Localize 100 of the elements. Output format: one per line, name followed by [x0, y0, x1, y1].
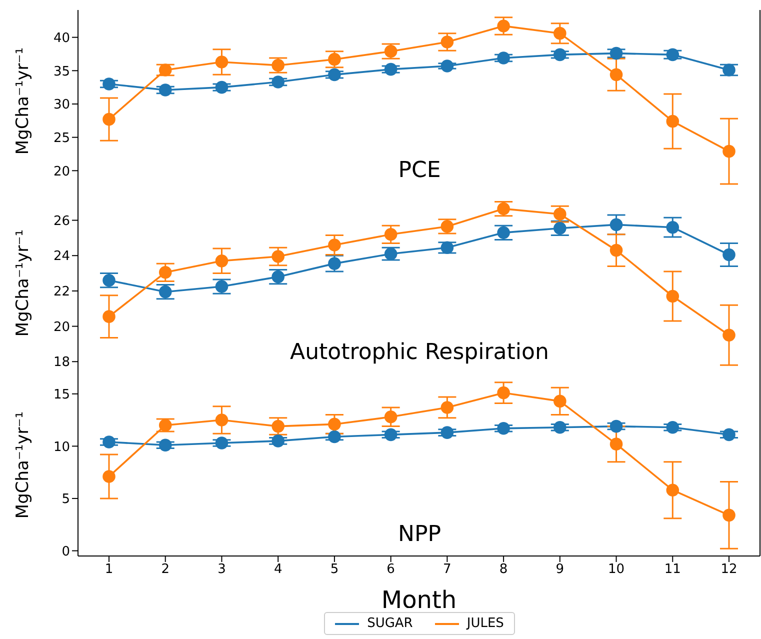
y-tick-label: 20: [53, 164, 70, 180]
y-tick-label: 18: [53, 355, 70, 370]
point: [497, 386, 510, 400]
point: [328, 52, 341, 66]
y-axis-title: MgCha⁻¹yr⁻¹: [13, 411, 33, 519]
point: [440, 401, 454, 414]
point: [554, 208, 566, 220]
point: [102, 112, 116, 126]
point: [554, 26, 566, 40]
text: PCE: [397, 158, 442, 183]
point: [440, 241, 454, 254]
point: [384, 410, 398, 424]
point: [158, 64, 172, 76]
point: [497, 52, 510, 64]
text: Autotrophic Respiration: [289, 340, 550, 365]
point: [158, 418, 172, 432]
point: [272, 250, 284, 263]
point: [497, 226, 510, 240]
point: [554, 394, 566, 408]
point: [328, 68, 341, 82]
point: [328, 430, 341, 444]
point: [272, 76, 284, 88]
point: [215, 56, 228, 68]
x-tick-label: 2: [161, 562, 170, 578]
x-axis-title: Month: [381, 586, 457, 614]
point: [215, 414, 228, 426]
point: [102, 436, 116, 448]
point: [554, 222, 566, 235]
y-tick-label: 25: [53, 130, 70, 146]
x-tick-label: 8: [499, 562, 508, 578]
legend-label: JULES: [466, 616, 504, 631]
point: [215, 436, 228, 450]
y-tick-label: 22: [53, 284, 70, 300]
y-tick-label: 26: [53, 214, 70, 229]
point: [328, 257, 341, 270]
point: [666, 220, 680, 234]
point: [158, 266, 172, 279]
x-tick-label: 9: [556, 562, 564, 578]
point: [440, 36, 454, 48]
x-tick-label: 12: [720, 562, 738, 578]
point: [722, 508, 736, 522]
legend-label: SUGAR: [367, 616, 413, 631]
y-tick-label: 30: [53, 98, 70, 113]
y-tick-label: 40: [53, 30, 70, 46]
x-tick-label: 3: [218, 562, 226, 578]
text: NPP: [397, 522, 442, 547]
point: [610, 46, 623, 60]
point: [666, 114, 680, 128]
point: [102, 470, 116, 483]
point: [440, 426, 454, 439]
point: [610, 244, 623, 257]
y-tick-label: 0: [62, 544, 70, 560]
point: [497, 20, 510, 32]
point: [158, 438, 172, 452]
point: [102, 310, 116, 323]
point: [158, 285, 172, 298]
point: [610, 68, 623, 82]
x-tick-label: 4: [274, 562, 282, 578]
y-tick-label: 5: [62, 492, 70, 508]
point: [497, 202, 510, 216]
x-tick-label: 5: [330, 562, 339, 578]
x-tick-label: 1: [104, 562, 114, 578]
point: [384, 228, 398, 241]
point: [610, 218, 623, 232]
x-tick-label: 7: [443, 562, 452, 578]
y-tick-label: 24: [53, 249, 70, 264]
point: [215, 254, 228, 268]
y-axis-title: MgCha⁻¹yr⁻¹: [13, 229, 33, 337]
y-tick-label: 35: [53, 64, 70, 80]
point: [272, 434, 284, 448]
point: [384, 44, 398, 58]
point: [215, 80, 228, 94]
point: [384, 428, 398, 442]
point: [666, 290, 680, 303]
point: [384, 247, 398, 260]
point: [158, 84, 172, 96]
x-tick-label: 11: [664, 562, 681, 578]
point: [554, 48, 566, 62]
y-tick-label: 10: [53, 440, 70, 455]
point: [666, 420, 680, 434]
point: [722, 144, 736, 158]
point: [102, 274, 116, 287]
y-tick-label: 15: [53, 387, 70, 402]
point: [215, 280, 228, 293]
point: [722, 328, 736, 342]
point: [272, 58, 284, 72]
point: [272, 420, 284, 433]
point: [666, 48, 680, 62]
point: [440, 220, 454, 233]
point: [666, 484, 680, 497]
point: [440, 60, 454, 72]
x-tick-label: 6: [386, 562, 395, 578]
point: [272, 270, 284, 284]
point: [102, 78, 116, 90]
point: [497, 422, 510, 435]
point: [722, 428, 736, 442]
point: [722, 64, 736, 76]
point: [554, 420, 566, 434]
x-tick-label: 10: [608, 562, 625, 578]
point: [610, 438, 623, 450]
